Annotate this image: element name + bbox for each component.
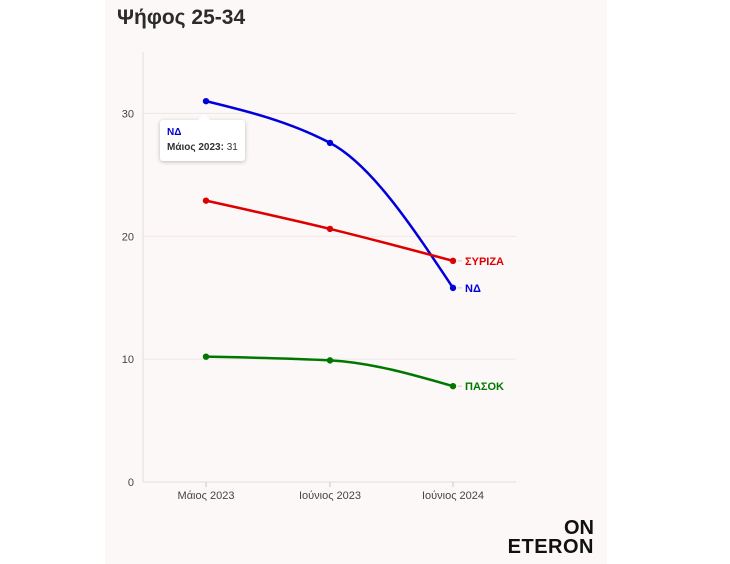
- series-labels: ΝΔ ΣΥΡΙΖΑ ΠΑΣΟΚ: [458, 256, 504, 393]
- series-point: [202, 97, 210, 105]
- grid-lines: [143, 112, 516, 483]
- series-end-label: ΠΑΣΟΚ: [465, 381, 504, 393]
- tooltip-series-name: ΝΔ: [167, 127, 182, 138]
- series-point: [449, 257, 457, 265]
- y-tick-label: 0: [128, 477, 134, 489]
- series-point: [449, 382, 457, 390]
- tooltip-value: 31: [226, 142, 238, 153]
- series-point: [326, 225, 334, 233]
- series-lines: [202, 97, 457, 390]
- series-end-label: ΝΔ: [465, 283, 481, 295]
- axes: 0 10 20 30 Μάιος 2023 Ιούνιος 2023 Ιούνιος 202…: [122, 52, 516, 502]
- series-end-label: ΣΥΡΙΖΑ: [465, 256, 504, 268]
- x-tick-label: Μάιος 2023: [178, 490, 235, 502]
- y-tick-label: 20: [122, 231, 134, 243]
- logo-line-1: ON: [564, 517, 594, 539]
- chart-tooltip: ΝΔ Μάιος 2023: 31: [160, 114, 245, 161]
- tooltip-category: Μάιος 2023:: [167, 142, 224, 153]
- y-tick-label: 30: [122, 108, 134, 120]
- logo-line-2: ETERON: [507, 536, 594, 558]
- eteron-logo: ON ETERON: [506, 517, 594, 558]
- series-point: [202, 197, 210, 204]
- y-tick-label: 10: [122, 354, 134, 366]
- x-tick-label: Ιούνιος 2024: [422, 490, 484, 502]
- series-point: [326, 139, 334, 147]
- chart-card: [105, 0, 607, 564]
- series-point: [326, 357, 334, 364]
- series-point: [449, 284, 457, 292]
- x-tick-label: Ιούνιος 2023: [299, 490, 361, 502]
- series-point: [202, 353, 210, 360]
- chart-title: Ψήφος 25-34: [117, 6, 246, 29]
